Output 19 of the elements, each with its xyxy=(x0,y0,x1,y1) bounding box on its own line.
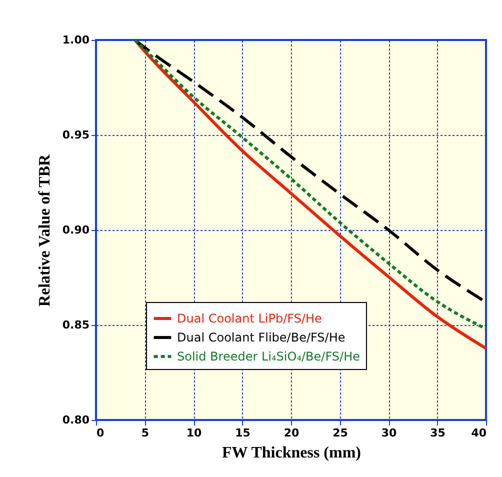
y-tick-label: 1.00 xyxy=(62,34,90,46)
y-axis-title: Relative Value of TBR xyxy=(36,154,54,307)
x-tick-label: 20 xyxy=(284,426,300,440)
y-tick-label: 0.90 xyxy=(62,224,90,236)
y-tick-label: 0.85 xyxy=(62,318,90,332)
x-axis-title: FW Thickness (mm) xyxy=(222,444,361,462)
legend-label: Dual Coolant LiPb/FS/He xyxy=(177,312,322,326)
y-tick-label: 0.95 xyxy=(62,128,90,142)
x-tick-label: 15 xyxy=(235,426,250,440)
x-tick-label: 30 xyxy=(381,426,397,440)
y-tick-label: 0.80 xyxy=(62,414,90,426)
x-tick-label: 5 xyxy=(141,426,150,440)
x-tick-label: 25 xyxy=(332,426,348,440)
x-tick-label: 10 xyxy=(186,426,202,440)
x-tick-label: 40 xyxy=(471,426,487,440)
x-tick-label: 35 xyxy=(430,426,446,440)
legend-label: Solid Breeder Li₄SiO₄/Be/FS/He xyxy=(177,350,360,364)
legend-label: Dual Coolant Flibe/Be/FS/He xyxy=(177,330,346,344)
x-tick-label: 0 xyxy=(96,426,104,440)
